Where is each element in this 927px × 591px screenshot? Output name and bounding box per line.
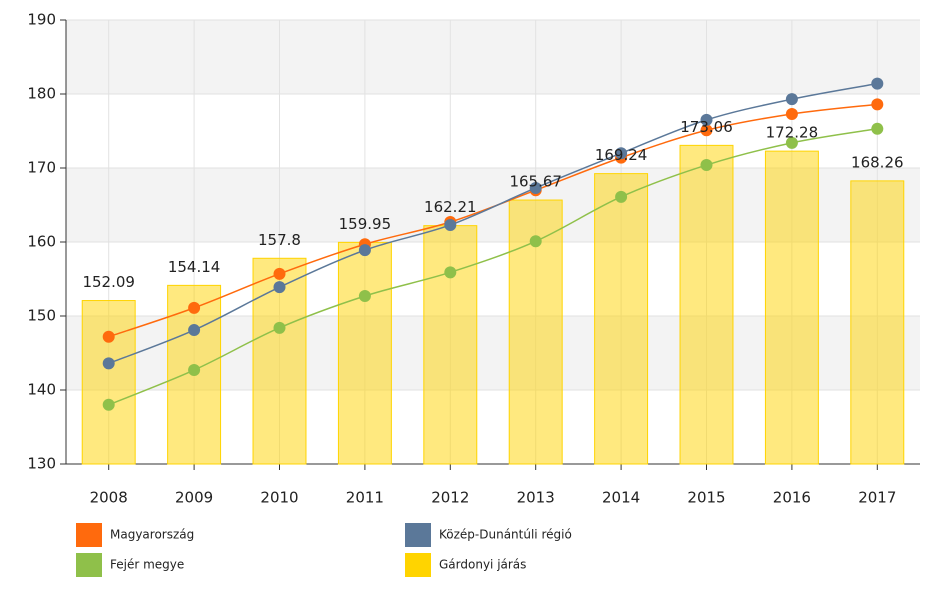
line (108, 128, 878, 406)
x-tick-label: 2009 (175, 489, 213, 507)
point (529, 235, 542, 248)
data-label: 162.21 (424, 198, 477, 216)
bar (850, 180, 905, 465)
bar (679, 144, 734, 465)
data-label: 152.09 (82, 273, 135, 291)
legend-label: Közép-Dunántúli régió (439, 528, 572, 542)
data-label: 172.28 (766, 124, 819, 142)
data-label: 173.06 (680, 118, 733, 136)
x-tick-label: 2013 (517, 489, 555, 507)
y-tick-label: 150 (27, 307, 56, 325)
point (871, 98, 884, 111)
point (700, 124, 713, 137)
bar (81, 300, 136, 465)
point (102, 398, 115, 411)
y-tick-label: 190 (27, 11, 56, 29)
point (444, 218, 457, 231)
data-label: 159.95 (339, 215, 392, 233)
bar (423, 225, 478, 465)
point (188, 364, 201, 377)
legend-label: Fejér megye (110, 558, 184, 572)
point (785, 93, 798, 106)
point (188, 324, 201, 337)
legend-swatch (405, 553, 431, 577)
point (358, 290, 371, 303)
bar (337, 241, 392, 465)
legend-swatch (76, 553, 102, 577)
line (108, 82, 878, 365)
y-tick-label: 130 (27, 455, 56, 473)
x-tick-label: 2017 (858, 489, 896, 507)
x-tick-label: 2010 (260, 489, 298, 507)
grid-band (66, 20, 920, 94)
x-tick-label: 2016 (773, 489, 811, 507)
y-tick-label: 140 (27, 381, 56, 399)
legend-swatch (76, 523, 102, 547)
x-tick-label: 2012 (431, 489, 469, 507)
point (529, 181, 542, 194)
y-tick-label: 180 (27, 85, 56, 103)
point (615, 190, 628, 203)
point (700, 113, 713, 126)
data-label: 157.8 (258, 231, 301, 249)
point (273, 321, 286, 334)
legend-label: Magyarország (110, 528, 194, 542)
x-tick-label: 2015 (687, 489, 725, 507)
point (102, 357, 115, 370)
y-tick-label: 170 (27, 159, 56, 177)
data-label: 165.67 (509, 173, 562, 191)
point (188, 301, 201, 314)
y-tick-label: 160 (27, 233, 56, 251)
x-tick-label: 2014 (602, 489, 640, 507)
data-label: 169.24 (595, 146, 648, 164)
x-tick-label: 2011 (346, 489, 384, 507)
point (700, 159, 713, 172)
point (615, 147, 628, 160)
point (871, 122, 884, 135)
point (358, 244, 371, 257)
x-tick-label: 2008 (90, 489, 128, 507)
point (444, 266, 457, 279)
point (785, 107, 798, 120)
point (273, 281, 286, 294)
point (273, 267, 286, 280)
point (785, 136, 798, 149)
legend-swatch (405, 523, 431, 547)
legend-label: Gárdonyi járás (439, 558, 526, 572)
bar (764, 150, 819, 465)
point (871, 77, 884, 90)
data-label: 154.14 (168, 258, 221, 276)
bar (594, 173, 649, 465)
point (102, 330, 115, 343)
data-label: 168.26 (851, 153, 904, 171)
